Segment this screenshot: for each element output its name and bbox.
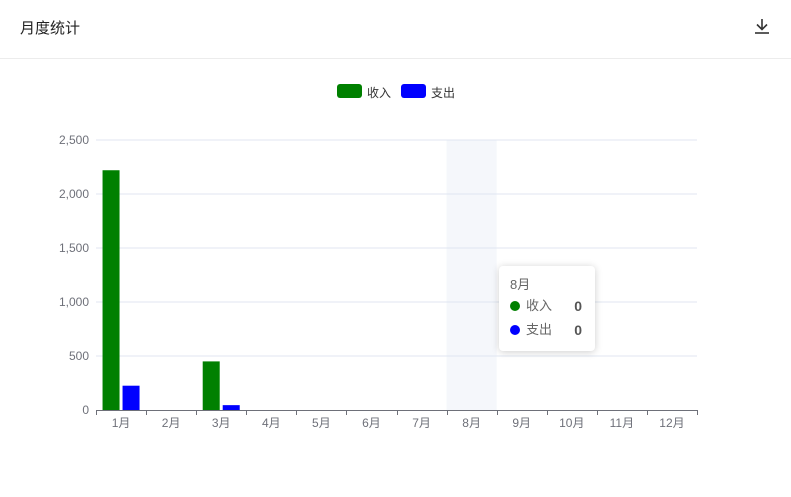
legend-swatch-expense — [401, 84, 426, 98]
tooltip-dot-expense — [510, 325, 520, 335]
x-tick-label: 8月 — [462, 416, 481, 430]
card-header: 月度统计 — [0, 0, 791, 59]
y-tick-label: 500 — [69, 349, 89, 363]
x-tick-label: 9月 — [512, 416, 531, 430]
tooltip-name-expense: 支出 — [526, 322, 553, 337]
y-tick-label: 2,500 — [59, 133, 89, 147]
legend-label-income: 收入 — [367, 86, 392, 100]
x-tick-label: 1月 — [112, 416, 131, 430]
x-tick-label: 10月 — [559, 416, 584, 430]
chart-tooltip: 8月 收入 0 支出 0 — [499, 266, 595, 351]
x-tick-label: 2月 — [162, 416, 181, 430]
y-tick-label: 1,000 — [59, 295, 89, 309]
tooltip-row-expense: 支出 0 — [510, 318, 584, 342]
bar-expense[interactable] — [122, 385, 140, 410]
legend-label-expense: 支出 — [431, 86, 456, 100]
legend-swatch-income — [337, 84, 362, 98]
x-tick-label: 3月 — [212, 416, 231, 430]
x-tick-label: 6月 — [362, 416, 381, 430]
tooltip-name-income: 收入 — [526, 298, 553, 313]
x-tick-label: 5月 — [312, 416, 331, 430]
tooltip-row-income: 收入 0 — [510, 294, 584, 318]
bar-expense[interactable] — [222, 405, 240, 410]
chart-title: 月度统计 — [20, 20, 81, 37]
tooltip-title: 8月 — [510, 277, 531, 292]
x-tick-label: 12月 — [659, 416, 684, 430]
tooltip-dot-income — [510, 301, 520, 311]
y-tick-label: 2,000 — [59, 187, 89, 201]
y-tick-label: 0 — [82, 403, 89, 417]
x-tick-label: 4月 — [262, 416, 281, 430]
tooltip-value-income: 0 — [574, 298, 582, 314]
x-tick-label: 7月 — [412, 416, 431, 430]
bar-income[interactable] — [202, 361, 220, 410]
x-tick-label: 11月 — [610, 416, 634, 430]
axis-pointer-shadow — [446, 140, 497, 410]
tooltip-value-expense: 0 — [574, 322, 582, 338]
bar-income[interactable] — [102, 170, 120, 410]
y-tick-label: 1,500 — [59, 241, 89, 255]
download-icon[interactable] — [752, 16, 772, 36]
chart-legend: 收入 支出 — [0, 83, 791, 100]
